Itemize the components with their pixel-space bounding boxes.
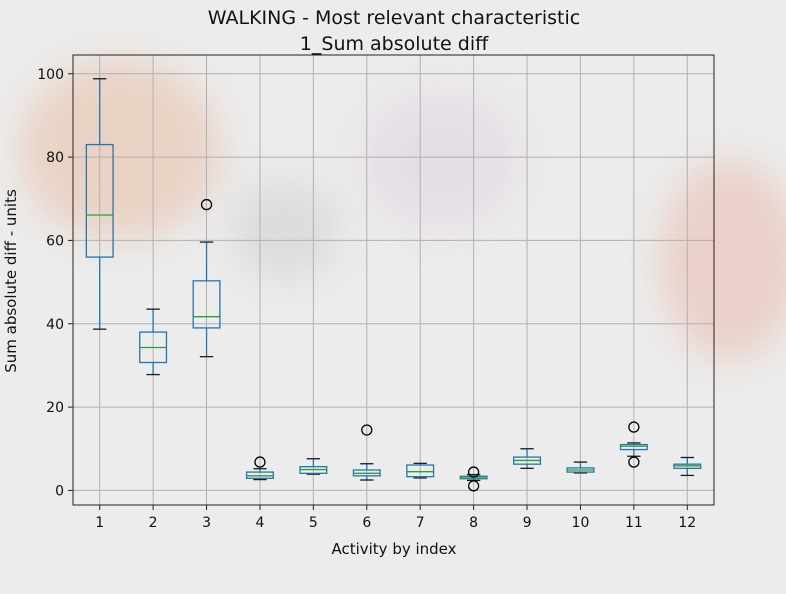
iqr-box [85, 143, 114, 258]
outlier-point [254, 456, 266, 468]
x-tick-label: 9 [523, 515, 532, 531]
background-decoration [360, 90, 520, 230]
background-decoration [230, 180, 340, 280]
box-9 [513, 448, 542, 469]
box-4 [245, 456, 274, 481]
grid-lines [73, 55, 714, 505]
box-10 [566, 461, 595, 474]
plot-frame [72, 54, 715, 506]
box-3 [192, 198, 221, 358]
x-tick-label: 1 [95, 515, 104, 531]
x-axis: 1 2 3 4 5 6 7 8 9 10 11 12 [95, 505, 696, 531]
outlier-point [628, 456, 640, 468]
y-tick-label: 0 [55, 483, 64, 499]
boxes-group [85, 78, 702, 492]
box-7 [406, 462, 435, 479]
outlier-point [467, 466, 480, 478]
outlier-point [200, 198, 213, 211]
box-12 [673, 456, 702, 477]
box-5 [299, 458, 328, 475]
x-tick-label: 7 [416, 515, 425, 531]
x-tick-label: 3 [202, 515, 211, 531]
box-2 [139, 308, 168, 376]
x-tick-label: 10 [572, 515, 590, 531]
y-tick-label: 80 [46, 150, 64, 166]
box-6 [352, 424, 381, 481]
iqr-box [406, 464, 435, 478]
outlier-point [467, 480, 480, 492]
y-axis-label: Sum absolute diff - units [2, 189, 20, 373]
x-tick-label: 2 [149, 515, 158, 531]
y-tick-label: 60 [46, 233, 64, 249]
x-axis-label: Activity by index [331, 540, 456, 558]
y-tick-label: 20 [46, 400, 64, 416]
box-8 [459, 466, 488, 492]
y-tick-label: 40 [46, 317, 64, 333]
box-11 [619, 421, 648, 468]
x-tick-label: 8 [469, 515, 478, 531]
iqr-box [619, 443, 648, 451]
outlier-point [628, 421, 640, 433]
chart-subtitle: 1_Sum absolute diff [300, 33, 489, 55]
x-tick-label: 5 [309, 515, 318, 531]
x-tick-label: 4 [255, 515, 264, 531]
x-tick-label: 12 [678, 515, 696, 531]
outlier-point [361, 424, 373, 436]
chart-title: WALKING - Most relevant characteristic [208, 7, 580, 29]
box-1 [85, 78, 114, 330]
x-tick-label: 11 [625, 515, 643, 531]
y-axis: 0 20 40 60 80 100 [37, 67, 73, 499]
iqr-box [192, 280, 221, 329]
background-decoration [20, 60, 220, 240]
background-decoration [660, 160, 786, 360]
x-tick-label: 6 [362, 515, 371, 531]
y-tick-label: 100 [37, 67, 64, 83]
